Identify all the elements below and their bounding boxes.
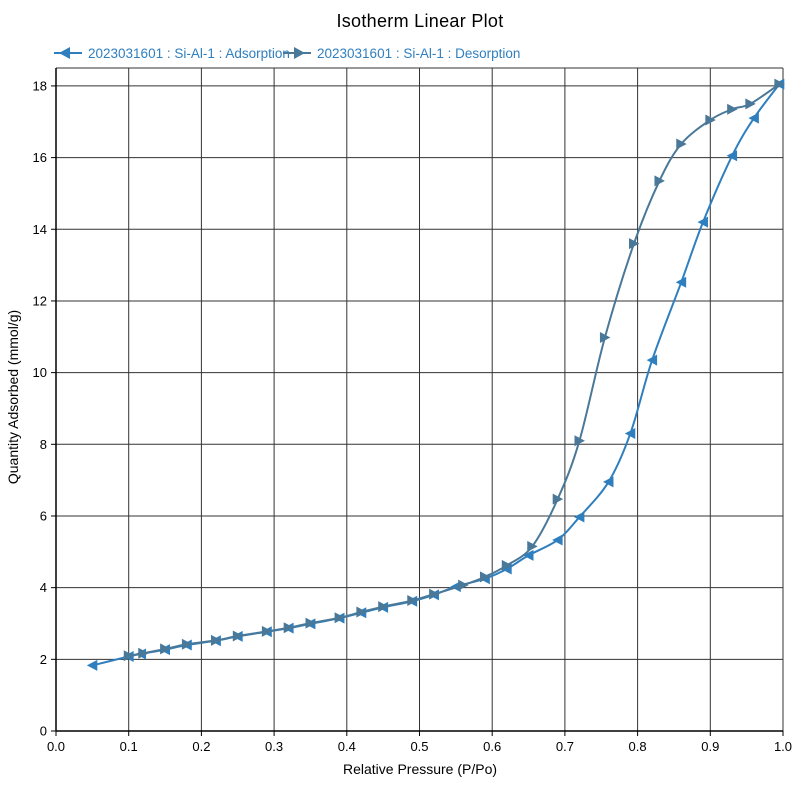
- data-point-0-25: [697, 216, 708, 228]
- data-point-0-0: [86, 659, 98, 671]
- data-point-1-14: [429, 588, 440, 600]
- data-point-1-6: [629, 238, 640, 250]
- data-point-1-24: [181, 638, 193, 650]
- y-tick-labels: 0 2 4 6 8 10 12 14 16 18: [33, 78, 47, 738]
- data-point-1-16: [378, 601, 389, 613]
- data-point-0-26: [726, 150, 738, 162]
- chart-axes: [51, 68, 784, 736]
- series-line-1: [128, 83, 780, 657]
- x-tick-label-8: 0.8: [629, 739, 647, 754]
- x-tick-label-10: 1.0: [774, 739, 792, 754]
- legend-label-adsorption: 2023031601 : Si-Al-1 : Adsorption: [88, 46, 290, 61]
- x-tick-label-4: 0.4: [338, 739, 356, 754]
- data-point-1-10: [527, 540, 538, 552]
- y-tick-label-9: 18: [33, 78, 47, 93]
- series-line-0: [92, 83, 781, 667]
- data-point-0-23: [646, 354, 658, 366]
- x-tick-label-3: 0.3: [265, 739, 283, 754]
- series-layer: [86, 78, 785, 671]
- data-point-1-25: [160, 643, 171, 655]
- series-0: [86, 78, 785, 671]
- data-point-1-1: [745, 98, 756, 110]
- data-point-0-18: [523, 549, 534, 561]
- legend-marker-desorption: [294, 47, 305, 59]
- data-point-1-3: [705, 114, 716, 126]
- data-point-1-22: [232, 630, 244, 642]
- y-tick-label-1: 2: [40, 652, 47, 667]
- y-tick-label-4: 8: [40, 437, 47, 452]
- x-tick-label-2: 0.2: [192, 739, 210, 754]
- data-point-1-19: [305, 617, 316, 629]
- data-point-1-5: [654, 175, 665, 187]
- data-point-1-15: [407, 595, 418, 607]
- data-point-1-23: [210, 634, 222, 646]
- data-point-1-4: [676, 138, 687, 150]
- y-tick-label-2: 4: [40, 580, 47, 595]
- data-point-1-21: [261, 625, 273, 637]
- data-point-1-20: [283, 622, 295, 634]
- y-tick-label-0: 0: [40, 724, 47, 739]
- x-tick-label-6: 0.6: [483, 739, 501, 754]
- data-point-0-20: [573, 511, 585, 523]
- data-point-1-13: [458, 579, 469, 591]
- data-point-1-2: [727, 103, 738, 115]
- data-point-0-24: [675, 276, 687, 288]
- x-tick-label-7: 0.7: [556, 739, 574, 754]
- data-point-1-11: [501, 559, 513, 571]
- chart-title: Isotherm Linear Plot: [336, 11, 503, 31]
- y-tick-label-5: 10: [33, 365, 47, 380]
- data-point-1-7: [599, 332, 611, 344]
- data-point-1-27: [123, 650, 135, 662]
- data-point-1-18: [334, 612, 346, 624]
- y-tick-label-8: 16: [33, 150, 47, 165]
- data-point-0-21: [603, 476, 614, 488]
- data-point-1-9: [552, 493, 564, 505]
- data-point-0-19: [552, 534, 563, 546]
- x-tick-label-1: 0.1: [120, 739, 138, 754]
- legend-marker-adsorption: [59, 47, 70, 59]
- data-point-1-0: [774, 78, 785, 90]
- legend-label-desorption: 2023031601 : Si-Al-1 : Desorption: [317, 46, 520, 61]
- y-axis-label: Quantity Adsorbed (mmol/g): [5, 310, 21, 484]
- data-point-0-22: [624, 428, 636, 440]
- x-tick-label-9: 0.9: [701, 739, 719, 754]
- x-tick-labels: 0.0 0.1 0.2 0.3 0.4 0.5 0.6 0.7 0.8 0.9 1.0: [47, 739, 792, 754]
- data-point-1-8: [574, 435, 585, 447]
- chart-legend: 2023031601 : Si-Al-1 : Adsorption 202303…: [54, 46, 520, 61]
- y-tick-label-6: 12: [33, 293, 47, 308]
- y-tick-label-7: 14: [33, 222, 47, 237]
- series-1: [123, 78, 785, 662]
- x-tick-label-0: 0.0: [47, 739, 65, 754]
- chart-grid: [55, 67, 784, 732]
- data-point-0-27: [748, 112, 759, 124]
- y-tick-label-3: 6: [40, 508, 47, 523]
- data-point-1-26: [138, 647, 149, 659]
- x-tick-label-5: 0.5: [410, 739, 428, 754]
- x-axis-label: Relative Pressure (P/Po): [343, 761, 497, 777]
- data-point-1-12: [479, 571, 491, 583]
- data-point-1-17: [356, 606, 367, 618]
